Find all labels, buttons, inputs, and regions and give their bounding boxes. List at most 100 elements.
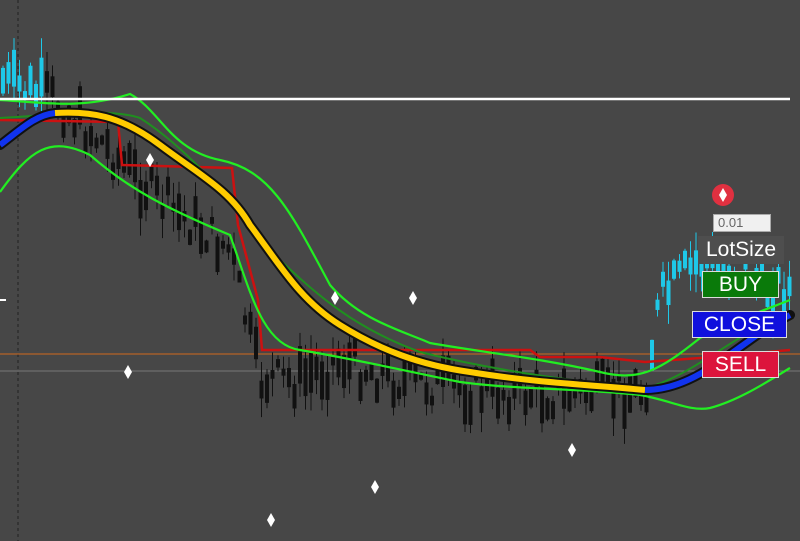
candle-body <box>237 270 242 283</box>
candle-body <box>336 348 341 378</box>
candle-body <box>259 380 264 399</box>
candle-body <box>138 180 143 219</box>
tick-mark <box>0 299 6 301</box>
candle-body <box>314 356 319 381</box>
candle-body <box>243 315 247 325</box>
candle-body <box>430 395 434 406</box>
candle-body <box>34 83 38 108</box>
candle-body <box>254 326 258 360</box>
candle-body <box>501 389 506 401</box>
buy-button[interactable]: BUY <box>702 271 779 298</box>
candle-body <box>496 387 500 419</box>
lot-label: LotSize <box>698 236 784 264</box>
lot-input[interactable]: 0.01 <box>713 214 771 232</box>
candle-body <box>507 396 511 425</box>
candle-body <box>479 386 484 413</box>
candle-body <box>551 401 555 420</box>
candle-body <box>408 358 412 371</box>
signal-diamond <box>124 365 132 379</box>
candle-body <box>771 285 775 320</box>
candle-body <box>644 385 649 413</box>
candle-body <box>270 370 275 379</box>
signal-diamond <box>146 153 154 167</box>
candle-body <box>655 299 660 310</box>
signal-diamond <box>371 480 379 494</box>
candle-body <box>716 246 720 283</box>
candle-body <box>358 371 363 401</box>
candle-body <box>485 372 489 392</box>
candle-body <box>435 364 440 385</box>
candle-body <box>468 390 473 425</box>
candle-body <box>787 276 792 297</box>
candle-body <box>248 311 253 335</box>
candle-body <box>529 388 533 408</box>
candle-body <box>100 135 104 145</box>
candle-body <box>589 387 594 412</box>
candle-body <box>419 372 423 380</box>
candle-body <box>342 354 346 389</box>
candle-body <box>611 378 616 419</box>
candle-body <box>50 76 55 97</box>
candle-body <box>540 384 544 424</box>
candle-body <box>265 374 269 403</box>
candle-body <box>204 240 209 253</box>
candle-body <box>683 250 687 269</box>
candle-body <box>353 337 357 357</box>
sell-button[interactable]: SELL <box>702 351 779 378</box>
candle-body <box>182 211 187 222</box>
candle-body <box>149 163 154 182</box>
candle-body <box>606 367 610 385</box>
candle-body <box>83 131 88 154</box>
candle-body <box>369 363 374 381</box>
candle-body <box>298 346 302 384</box>
candle-body <box>402 358 407 396</box>
candle-body <box>226 244 231 253</box>
candle-body <box>287 367 291 388</box>
candle-body <box>694 250 698 275</box>
candle-body <box>78 86 82 125</box>
candle-body <box>116 147 121 170</box>
candle-body <box>23 91 27 100</box>
candle-body <box>111 162 115 180</box>
candle-body <box>347 342 352 380</box>
close-button[interactable]: CLOSE <box>692 311 787 338</box>
signal-diamond <box>409 291 417 305</box>
candle-body <box>688 257 693 275</box>
candle-body <box>17 75 22 92</box>
candle-body <box>309 352 313 393</box>
candle-body <box>633 369 638 397</box>
candle-body <box>622 393 627 429</box>
candle-body <box>567 386 572 412</box>
candle-body <box>166 176 170 196</box>
candle-body <box>397 386 401 399</box>
candle-body <box>232 248 236 265</box>
candle-body <box>188 229 192 245</box>
candle-body <box>424 382 429 405</box>
candle-body <box>743 263 748 270</box>
candle-body <box>6 62 11 84</box>
candle-body <box>463 385 467 425</box>
candle-body <box>364 369 368 382</box>
candle-body <box>325 371 330 400</box>
candle-body <box>39 57 44 97</box>
candle-body <box>89 126 93 147</box>
candle-body <box>386 349 390 382</box>
candle-body <box>199 217 203 254</box>
candle-body <box>650 339 654 371</box>
red-line <box>0 118 791 364</box>
candle-body <box>573 386 577 399</box>
candle-body <box>721 257 726 279</box>
signal-diamond <box>568 443 576 457</box>
candle-body <box>391 380 396 408</box>
candle-body <box>221 240 225 249</box>
candle-body <box>666 280 671 306</box>
candle-body <box>171 202 176 212</box>
candle-body <box>457 381 462 396</box>
lower-band <box>0 145 791 410</box>
candle-body <box>584 389 588 404</box>
candle-body <box>699 258 704 277</box>
candle-body <box>127 142 132 175</box>
candle-body <box>45 71 49 93</box>
candle-body <box>545 398 550 420</box>
